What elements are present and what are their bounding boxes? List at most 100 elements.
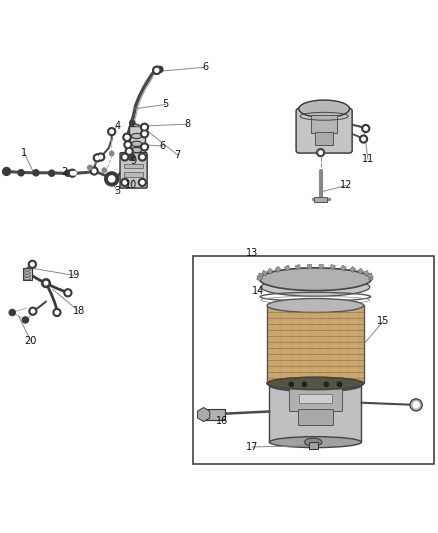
Text: 12: 12 [340,181,352,190]
Circle shape [71,172,74,175]
Text: 20: 20 [25,336,37,346]
Circle shape [324,382,328,386]
Circle shape [110,151,114,156]
Circle shape [65,170,71,176]
Circle shape [410,399,422,411]
Ellipse shape [267,377,364,390]
Bar [267,268,273,274]
Circle shape [66,291,70,295]
Bar [193,255,434,464]
Text: 7: 7 [174,150,180,160]
Circle shape [155,69,159,72]
Bar [124,164,143,168]
Bar [319,264,324,269]
Bar [307,264,312,269]
Ellipse shape [269,437,361,448]
Circle shape [22,317,28,323]
Circle shape [153,66,161,74]
Circle shape [99,155,102,159]
Circle shape [157,66,163,72]
Bar [340,265,346,271]
Circle shape [108,128,116,135]
Circle shape [68,169,76,177]
Text: 14: 14 [252,286,265,296]
Circle shape [33,169,39,176]
FancyBboxPatch shape [120,152,147,188]
Circle shape [141,155,144,159]
Bar [298,409,333,425]
Circle shape [360,135,367,143]
Circle shape [92,169,96,173]
Bar [23,268,32,280]
Bar [350,266,356,272]
Circle shape [123,155,127,159]
Text: 17: 17 [246,442,258,452]
Bar [269,385,361,442]
Bar [309,442,318,449]
Circle shape [125,135,129,139]
Circle shape [413,402,419,408]
Text: 15: 15 [377,316,389,326]
Circle shape [127,150,131,153]
Circle shape [362,125,370,133]
Text: 11: 11 [362,154,374,164]
Bar [204,409,225,420]
Circle shape [124,141,132,149]
Circle shape [319,151,322,155]
Circle shape [141,143,148,151]
Ellipse shape [267,298,364,312]
Circle shape [123,133,131,141]
Circle shape [102,168,106,172]
Circle shape [123,181,127,184]
Text: 8: 8 [184,119,191,129]
Bar [369,276,373,280]
Circle shape [125,135,129,139]
Ellipse shape [267,377,364,390]
Circle shape [105,172,119,186]
Circle shape [31,309,35,313]
Circle shape [126,143,130,147]
Ellipse shape [131,147,142,152]
Bar [261,270,267,276]
Circle shape [125,147,133,155]
Circle shape [29,307,37,315]
Text: 18: 18 [73,306,85,316]
Ellipse shape [261,278,370,296]
Circle shape [42,279,50,287]
Circle shape [128,154,135,160]
FancyBboxPatch shape [296,108,352,153]
Bar [357,268,364,274]
Circle shape [141,123,148,131]
Bar [275,266,281,272]
Bar [124,172,143,177]
Circle shape [121,153,129,161]
Bar [129,126,145,155]
Circle shape [143,145,146,149]
Bar [364,270,369,276]
Text: 6: 6 [202,62,208,72]
Circle shape [143,132,146,135]
Text: 6: 6 [160,141,166,151]
Circle shape [18,169,24,176]
Bar [257,276,261,280]
Text: 3: 3 [114,186,120,196]
Circle shape [90,167,98,175]
Bar [330,264,336,270]
Circle shape [364,127,367,130]
Text: 5: 5 [162,100,169,109]
Circle shape [143,125,146,129]
Circle shape [155,69,159,72]
Circle shape [28,260,36,268]
Text: 4: 4 [114,122,120,131]
Text: 9: 9 [131,156,137,166]
Text: 2: 2 [62,167,68,177]
Bar [289,387,342,411]
Bar [258,273,263,278]
Bar [367,273,373,278]
Circle shape [3,167,11,175]
Circle shape [31,263,34,266]
Text: 19: 19 [67,270,80,280]
Bar [267,305,364,383]
Circle shape [73,172,76,175]
Ellipse shape [131,133,142,139]
